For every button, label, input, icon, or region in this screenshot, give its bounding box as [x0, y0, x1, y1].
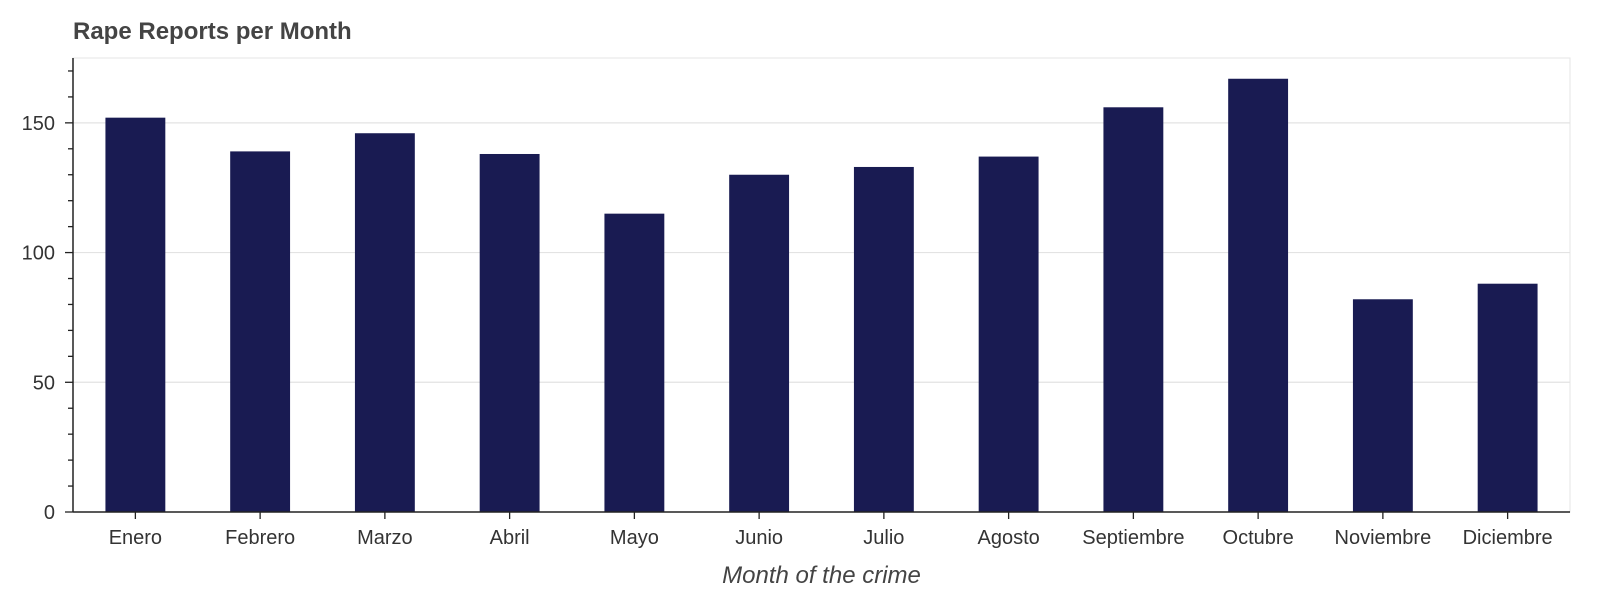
bar-febrero — [230, 151, 291, 512]
x-tick-label: Mayo — [610, 527, 659, 549]
y-tick-label: 150 — [22, 113, 55, 135]
bar-septiembre — [1103, 107, 1164, 512]
x-tick-label: Marzo — [357, 527, 413, 549]
bar-julio — [853, 166, 914, 512]
x-axis: Enero Febrero Marzo Abril Mayo Junio Julio Agos… — [73, 511, 1570, 549]
bar-octubre — [1228, 78, 1289, 513]
bar-mayo — [604, 213, 665, 512]
x-tick-label: Agosto — [977, 527, 1039, 549]
x-tick-label: Noviembre — [1335, 527, 1432, 549]
x-tick-label: Abril — [490, 527, 530, 549]
y-tick-label: 0 — [44, 502, 55, 524]
x-axis-label: Month of the crime — [722, 562, 921, 589]
y-tick-label: 100 — [22, 243, 55, 265]
bar-noviembre — [1352, 299, 1413, 512]
y-tick-label: 50 — [33, 372, 55, 394]
bars — [105, 78, 1538, 513]
y-axis: 0 50 100 150 — [22, 58, 74, 524]
bar-abril — [479, 153, 540, 512]
bar-enero — [105, 117, 166, 512]
chart-title: Rape Reports per Month — [73, 18, 352, 45]
bar-junio — [729, 174, 790, 512]
x-tick-label: Diciembre — [1463, 527, 1553, 549]
x-tick-label: Septiembre — [1082, 527, 1184, 549]
x-tick-label: Febrero — [225, 527, 295, 549]
x-tick-label: Junio — [735, 527, 783, 549]
bar-marzo — [354, 133, 415, 512]
bar-diciembre — [1477, 283, 1538, 512]
plot-frame — [72, 57, 1571, 513]
x-tick-label: Julio — [863, 527, 904, 549]
bar-agosto — [978, 156, 1039, 512]
x-tick-label: Enero — [109, 527, 162, 549]
grid-lines — [73, 122, 1570, 383]
x-tick-label: Octubre — [1223, 527, 1294, 549]
